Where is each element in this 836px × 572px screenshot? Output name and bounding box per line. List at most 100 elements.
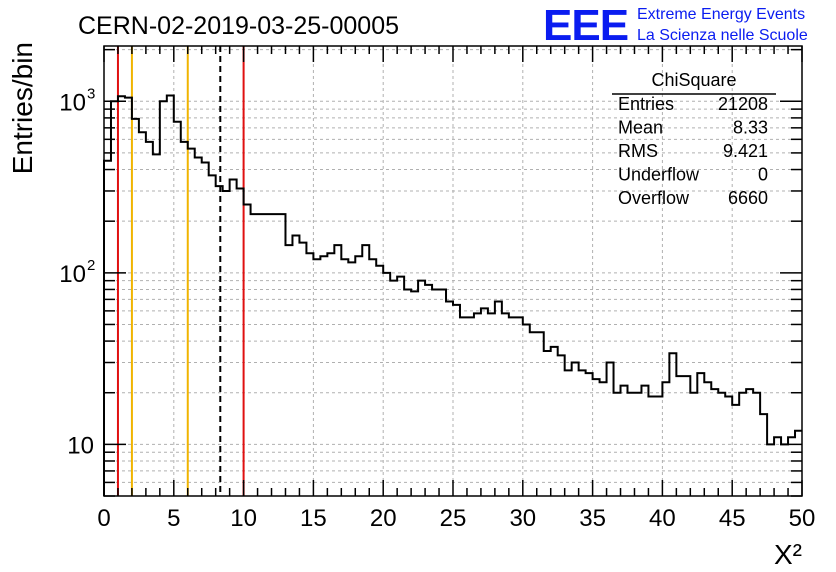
stats-row-label: RMS xyxy=(618,141,658,161)
histogram-bin xyxy=(767,444,774,496)
histogram-bin xyxy=(774,437,781,496)
histogram-bin xyxy=(523,324,530,496)
histogram-bin xyxy=(272,214,279,496)
histogram-bin xyxy=(655,397,662,496)
histogram-bin xyxy=(711,389,718,496)
histogram-bin xyxy=(516,317,523,496)
histogram-bin xyxy=(327,253,334,496)
histogram-bin xyxy=(425,285,432,496)
histogram-bin xyxy=(432,289,439,496)
histogram-bin xyxy=(579,370,586,496)
histogram-bin xyxy=(132,119,139,496)
histogram-bin xyxy=(251,214,258,496)
histogram-bin xyxy=(209,175,216,496)
histogram-bin xyxy=(474,313,481,496)
histogram-bin xyxy=(725,397,732,496)
histogram-bin xyxy=(202,162,209,496)
histogram-bin xyxy=(746,389,753,496)
histogram-bin xyxy=(313,259,320,496)
histogram-bin xyxy=(411,291,418,496)
y-axis-label: Entries/bin xyxy=(7,42,38,174)
histogram-bin xyxy=(348,262,355,496)
histogram-bin xyxy=(265,214,272,496)
y-tick-label: 10 xyxy=(59,89,86,116)
histogram-bin xyxy=(362,245,369,496)
stats-row-value: 21208 xyxy=(718,94,768,114)
histogram-bin xyxy=(704,382,711,496)
histogram-bin xyxy=(376,266,383,496)
x-tick-label: 50 xyxy=(789,505,816,532)
histogram-bin xyxy=(153,154,160,496)
stats-rows: Entries 21208 Mean 8.33 RMS 9.421 Underflow 0 Ov… xyxy=(618,94,768,208)
x-tick-label: 15 xyxy=(300,505,327,532)
stats-box: ChiSquare Entries 21208 Mean 8.33 RMS 9.421 Un… xyxy=(612,70,776,208)
x-tick-label: 20 xyxy=(370,505,397,532)
histogram-bin xyxy=(320,256,327,496)
histogram-bin xyxy=(195,158,202,496)
histogram-line xyxy=(103,94,802,496)
histogram-bin xyxy=(760,414,767,496)
histogram-bin xyxy=(111,101,118,496)
histogram-bin xyxy=(160,101,167,496)
histogram-bin xyxy=(690,393,697,496)
stats-row-label: Overflow xyxy=(618,188,690,208)
x-tick-label: 0 xyxy=(97,505,110,532)
stats-row-value: 9.421 xyxy=(723,141,768,161)
histogram-bin xyxy=(669,353,676,496)
eee-logo: EEE Extreme Energy Events La Scienza nel… xyxy=(543,1,808,50)
histogram-bin xyxy=(628,393,635,496)
histogram-bin xyxy=(118,96,125,496)
logo-line-1: Extreme Energy Events xyxy=(637,6,805,23)
histogram-bin xyxy=(397,277,404,496)
histogram-bin xyxy=(544,351,551,496)
histogram-bin xyxy=(600,382,607,496)
stats-row-label: Mean xyxy=(618,118,663,138)
histogram-bin xyxy=(697,373,704,496)
histogram-bin xyxy=(509,317,516,496)
x-tick-label: 10 xyxy=(230,505,257,532)
histogram-bin xyxy=(244,205,251,496)
x-tick-label: 5 xyxy=(167,505,180,532)
histogram-bin xyxy=(537,332,544,496)
histogram-bin xyxy=(223,191,230,496)
histogram-bin xyxy=(167,96,174,496)
histogram-bin xyxy=(565,370,572,496)
histogram-bin xyxy=(341,259,348,496)
histogram-bin xyxy=(676,376,683,496)
x-axis-ticks: 0 5 10 15 20 25 30 35 40 45 50 xyxy=(97,46,815,532)
histogram-bin xyxy=(502,313,509,496)
histogram-bin xyxy=(453,305,460,496)
histogram-bin xyxy=(460,317,467,496)
histogram-bin xyxy=(614,393,621,496)
histogram-bin xyxy=(488,313,495,496)
logo-line-2: La Scienza nelle Scuole xyxy=(637,27,808,44)
histogram-bin xyxy=(369,259,376,496)
histogram-bin xyxy=(739,393,746,496)
histogram-bin xyxy=(551,347,558,496)
stats-row-label: Underflow xyxy=(618,165,700,185)
histogram-bin xyxy=(390,281,397,496)
histogram-bin xyxy=(383,273,390,496)
histogram-bin xyxy=(467,317,474,496)
histogram-bin xyxy=(404,289,411,496)
histogram-bin xyxy=(641,386,648,496)
x-tick-label: 45 xyxy=(719,505,746,532)
histogram-bin xyxy=(662,382,669,496)
x-tick-label: 25 xyxy=(440,505,467,532)
histogram-bin xyxy=(174,122,181,496)
histogram-bin xyxy=(683,376,690,496)
y-tick-exponent: 2 xyxy=(87,257,95,274)
histogram-bin xyxy=(648,397,655,496)
histogram-bin xyxy=(558,355,565,496)
logo-eee-text: EEE xyxy=(543,1,628,50)
histogram-bin xyxy=(732,405,739,496)
histogram-bin xyxy=(230,179,237,496)
stats-row-value: 0 xyxy=(758,165,768,185)
stats-row-value: 6660 xyxy=(728,188,768,208)
histogram-bin xyxy=(795,431,802,496)
x-tick-label: 30 xyxy=(509,505,536,532)
histogram-bin xyxy=(306,253,313,496)
y-tick-exponent: 3 xyxy=(87,85,95,102)
